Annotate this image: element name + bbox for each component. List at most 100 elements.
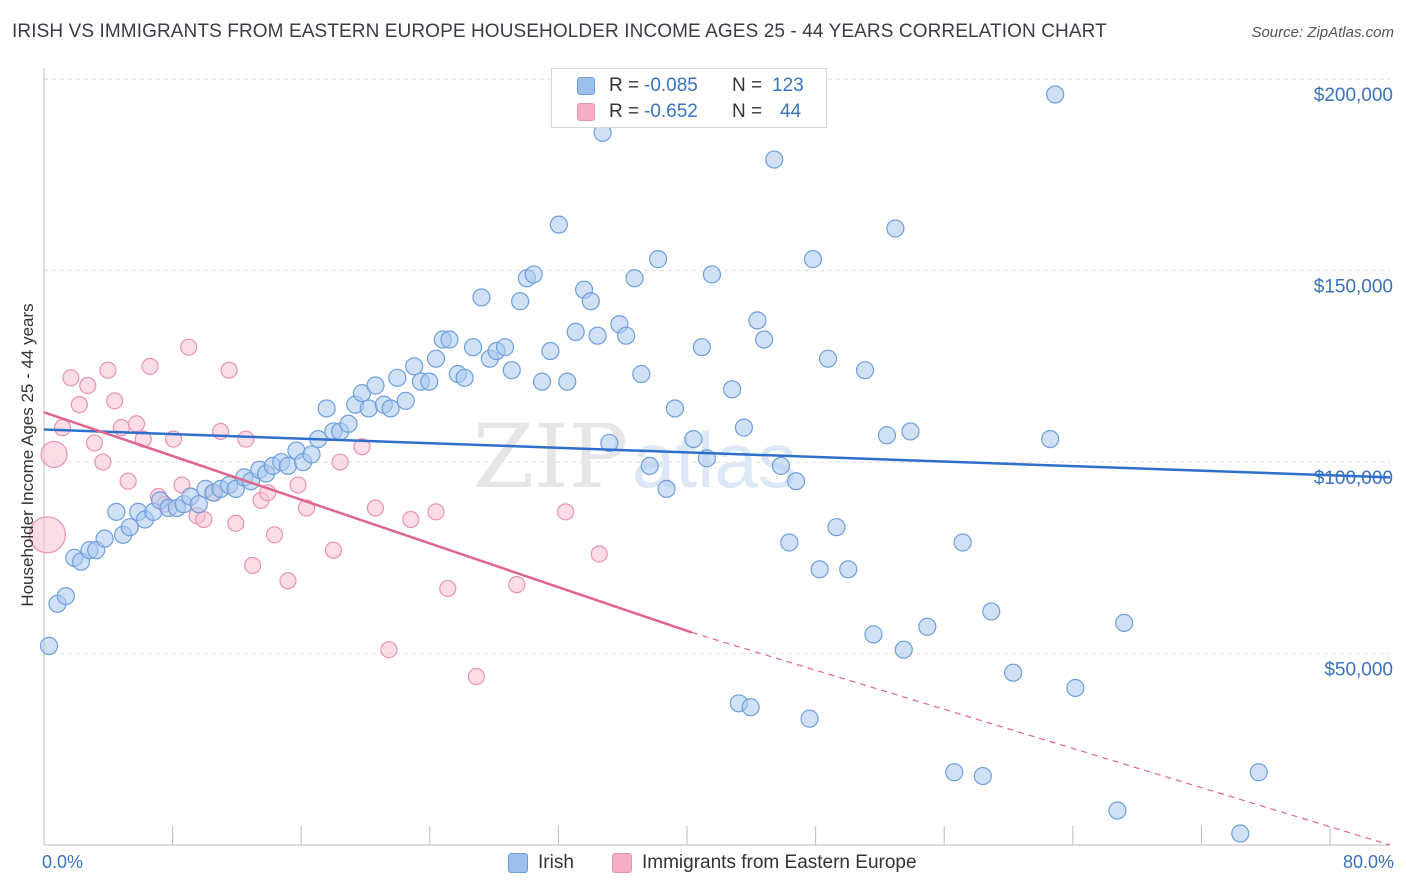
eastern-europe-point xyxy=(70,396,88,414)
eastern-europe-point xyxy=(439,579,457,598)
irish-point xyxy=(600,433,619,453)
irish-point xyxy=(581,292,600,311)
irish-point xyxy=(945,763,964,782)
y-tick-label: $100,000 xyxy=(1314,468,1393,489)
irish-point xyxy=(558,372,577,391)
irish-point xyxy=(317,399,336,418)
irish-point xyxy=(1249,763,1268,782)
eastern-europe-point xyxy=(180,338,198,356)
irish-point xyxy=(549,215,568,234)
eastern-europe-point xyxy=(79,376,97,395)
eastern-europe-point xyxy=(28,516,66,554)
legend-r-value: -0.652 xyxy=(644,101,698,122)
irish-point xyxy=(755,330,774,349)
eastern-europe-trend-extension xyxy=(691,631,1391,846)
irish-point xyxy=(771,456,791,476)
legend-r-label: R = xyxy=(609,101,640,122)
irish-point xyxy=(877,426,897,445)
irish-point xyxy=(1066,678,1085,698)
eastern-europe-point xyxy=(556,503,575,521)
eastern-europe-point xyxy=(119,472,137,490)
eastern-europe-trend-line xyxy=(43,411,693,634)
irish-point xyxy=(388,368,407,387)
legend-n-value: 123 xyxy=(772,75,804,96)
irish-point xyxy=(366,376,385,395)
irish-point xyxy=(56,586,75,606)
irish-point xyxy=(455,368,474,387)
irish-point xyxy=(748,311,767,330)
irish-point xyxy=(495,338,515,357)
y-tick-label: $150,000 xyxy=(1314,277,1393,298)
y-axis-label: Householder Income Ages 25 - 44 years xyxy=(18,303,37,607)
irish-point xyxy=(95,529,114,548)
irish-point xyxy=(632,364,651,384)
eastern-europe-point xyxy=(324,541,342,559)
eastern-europe-point xyxy=(467,667,486,686)
irish-point xyxy=(1108,801,1127,820)
irish-point xyxy=(702,265,722,284)
eastern-europe-point xyxy=(99,361,117,379)
irish-point xyxy=(39,636,59,655)
eastern-europe-point xyxy=(508,576,526,594)
eastern-europe-point xyxy=(366,499,385,517)
irish-point xyxy=(864,625,883,644)
irish-point xyxy=(426,349,446,368)
irish-point xyxy=(839,560,858,579)
irish-point xyxy=(803,250,823,269)
irish-point xyxy=(973,766,992,786)
legend-swatch-eastern-europe xyxy=(577,103,595,121)
series-swatch-eastern-europe xyxy=(612,853,632,873)
trend-lines xyxy=(43,411,1391,846)
irish-point xyxy=(982,602,1001,621)
eastern-europe-point xyxy=(195,510,213,529)
eastern-europe-point xyxy=(227,514,245,532)
irish-point xyxy=(1231,824,1250,843)
irish-point xyxy=(818,349,838,368)
source-label: Source: ZipAtlas.com xyxy=(1251,24,1394,41)
eastern-europe-point xyxy=(220,361,238,379)
irish-point xyxy=(894,640,913,659)
irish-point xyxy=(1041,429,1060,449)
x-min-label: 0.0% xyxy=(42,852,84,872)
irish-point xyxy=(396,391,415,410)
irish-point xyxy=(901,422,920,441)
irish-point xyxy=(640,456,659,476)
legend-r-label: R = xyxy=(609,75,640,96)
irish-point xyxy=(723,380,742,399)
irish-point xyxy=(189,495,208,514)
legend-r-value: -0.085 xyxy=(644,75,698,96)
irish-point xyxy=(120,518,139,537)
eastern-europe-point xyxy=(353,438,371,456)
irish-point xyxy=(741,698,760,717)
eastern-europe-point xyxy=(141,357,159,375)
series-label-irish: Irish xyxy=(538,852,574,873)
irish-point xyxy=(617,326,636,345)
eastern-europe-point xyxy=(427,503,445,521)
eastern-europe-point xyxy=(590,545,608,563)
irish-point xyxy=(649,250,668,269)
irish-point xyxy=(1046,85,1065,104)
series-swatch-irish xyxy=(508,853,528,873)
irish-point xyxy=(566,322,585,341)
irish-point xyxy=(472,288,491,307)
irish-point xyxy=(511,292,530,311)
irish-point xyxy=(665,399,685,418)
irish-point xyxy=(420,372,439,391)
irish-point xyxy=(352,384,372,403)
irish-point xyxy=(625,269,644,288)
eastern-europe-point xyxy=(331,453,349,471)
irish-point xyxy=(886,219,905,238)
y-tick-label: $200,000 xyxy=(1314,85,1393,106)
irish-point xyxy=(541,341,560,361)
irish-point xyxy=(359,399,378,418)
eastern-europe-point xyxy=(402,510,420,529)
eastern-europe-point xyxy=(380,641,398,659)
eastern-europe-point xyxy=(53,419,72,437)
eastern-europe-point xyxy=(127,415,146,433)
legend-n-label: N = xyxy=(732,101,763,122)
irish-point xyxy=(855,361,875,380)
irish-point xyxy=(532,372,552,391)
irish-point xyxy=(588,326,607,345)
irish-point xyxy=(780,533,799,552)
eastern-europe-point xyxy=(265,526,284,544)
